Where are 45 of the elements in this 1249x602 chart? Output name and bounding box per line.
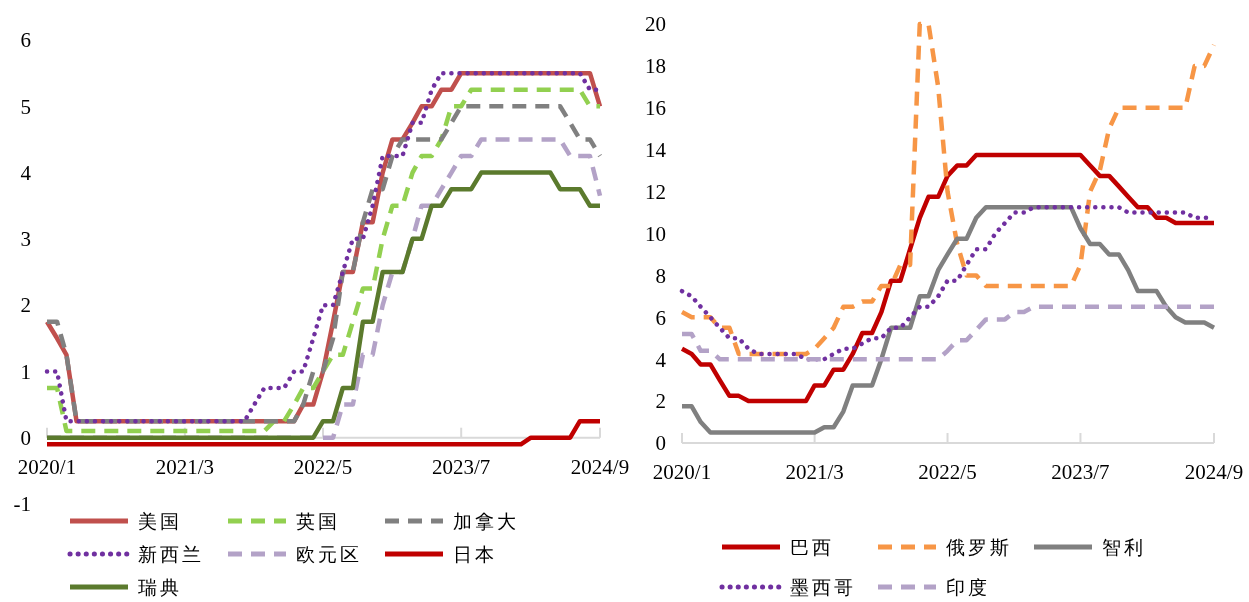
x-tick-label: 2024/9 — [1184, 460, 1244, 484]
y-tick-label: 6 — [655, 305, 666, 330]
x-tick-label: 2022/5 — [293, 454, 353, 479]
y-tick-label: 10 — [645, 221, 666, 246]
y-tick-label: 16 — [645, 96, 666, 121]
line-series — [679, 304, 1217, 362]
y-tick-label: 2 — [20, 293, 31, 318]
y-tick-label: 14 — [645, 138, 667, 163]
y-tick-label: 8 — [655, 263, 666, 288]
legend-label: 加拿大 — [453, 510, 519, 532]
y-tick-label: 3 — [20, 227, 31, 252]
legend-label: 墨西哥 — [790, 576, 856, 598]
y-tick-label: 1 — [20, 359, 31, 384]
x-tick-label: 2023/7 — [432, 454, 491, 479]
y-tick-label: -1 — [13, 492, 31, 517]
x-tick-label: 2024/9 — [570, 454, 630, 479]
y-tick-label: 12 — [645, 179, 666, 204]
line-series — [679, 21, 1217, 357]
legend-label: 日本 — [453, 543, 497, 565]
line-series — [679, 205, 1217, 435]
y-tick-label: 18 — [645, 54, 666, 79]
y-tick-label: 5 — [20, 94, 31, 119]
y-tick-label: 20 — [645, 12, 666, 37]
legend-label: 欧元区 — [296, 543, 362, 565]
y-tick-label: 0 — [655, 431, 666, 456]
legend-label: 智利 — [1102, 536, 1146, 558]
x-tick-label: 2021/3 — [155, 454, 215, 479]
x-tick-label: 2020/1 — [17, 454, 77, 479]
legend-label: 美国 — [138, 510, 182, 532]
x-tick-label: 2020/1 — [652, 460, 712, 484]
y-tick-label: 6 — [20, 28, 31, 53]
x-tick-label: 2022/5 — [918, 460, 977, 484]
legend-label: 俄罗斯 — [946, 536, 1012, 558]
legend-label: 印度 — [946, 576, 990, 598]
y-tick-label: 0 — [20, 426, 31, 451]
legend-label: 英国 — [296, 510, 340, 532]
y-tick-label: 2 — [655, 389, 666, 414]
x-tick-label: 2021/3 — [785, 460, 844, 484]
legend-label: 新西兰 — [138, 543, 204, 565]
legend-label: 巴西 — [790, 536, 834, 558]
y-tick-label: 4 — [655, 347, 667, 372]
x-tick-label: 2023/7 — [1051, 460, 1110, 484]
y-tick-label: 4 — [20, 160, 32, 185]
line-series — [679, 152, 1217, 404]
legend-label: 瑞典 — [138, 576, 182, 598]
